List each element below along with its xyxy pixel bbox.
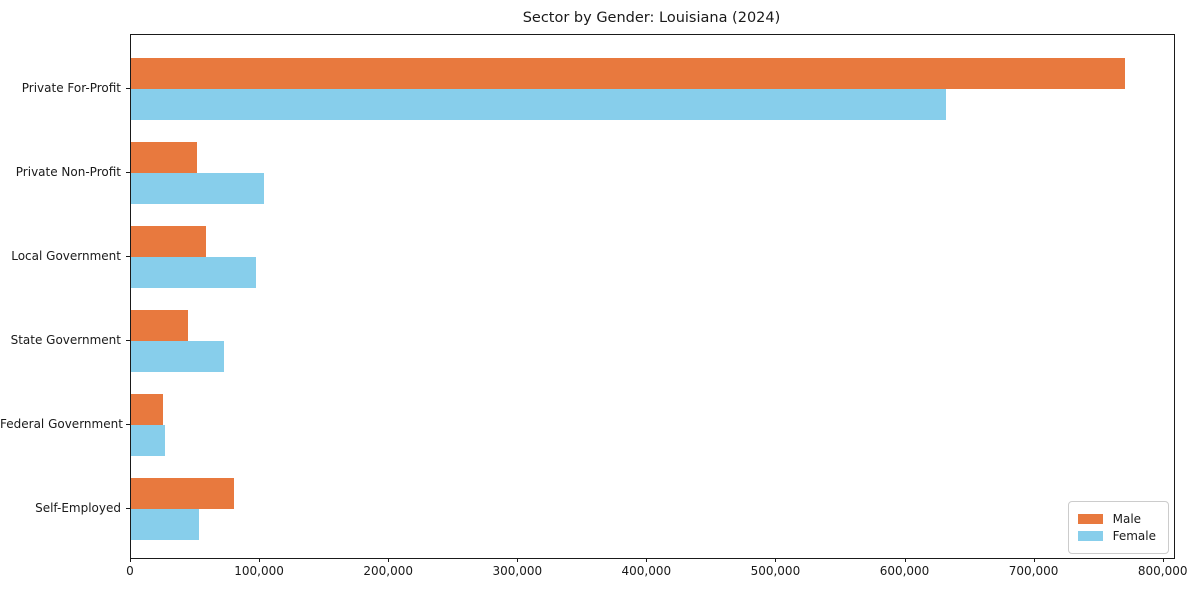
xtick-label: 200,000 xyxy=(363,564,413,578)
xtick-label: 700,000 xyxy=(1008,564,1059,578)
bar-male-5 xyxy=(131,394,164,425)
bar-female-4 xyxy=(131,341,224,372)
female-series-swatch xyxy=(1077,531,1103,541)
bar-female-2 xyxy=(131,173,264,204)
xtick-label: 300,000 xyxy=(492,564,543,578)
ytick-mark xyxy=(126,256,131,257)
chart-title: Sector by Gender: Louisiana (2024) xyxy=(522,10,781,26)
bar-male-1 xyxy=(131,58,1125,89)
plot-area: Male Female xyxy=(130,34,1175,559)
ytick-mark xyxy=(126,88,131,89)
ytick-mark xyxy=(126,172,131,173)
ytick-label: Private Non-Profit xyxy=(15,165,121,179)
xtick-mark xyxy=(388,558,390,562)
bar-female-3 xyxy=(131,257,257,288)
bar-male-4 xyxy=(131,310,188,341)
xtick-mark xyxy=(130,558,131,562)
ytick-label: Private For-Profit xyxy=(21,81,121,95)
ytick-mark xyxy=(126,508,131,509)
xtick-mark xyxy=(1033,558,1035,562)
bar-male-6 xyxy=(131,478,235,509)
legend-label-female: Female xyxy=(1112,529,1156,543)
ytick-label: Federal Government xyxy=(0,417,123,431)
ytick-mark xyxy=(126,424,131,425)
ytick-label: Local Government xyxy=(11,249,121,263)
bar-female-1 xyxy=(131,89,946,120)
xtick-label: 500,000 xyxy=(750,564,801,578)
bar-female-6 xyxy=(131,509,200,540)
xtick-label: 600,000 xyxy=(879,564,930,578)
xtick-label: 400,000 xyxy=(621,564,672,578)
xtick-mark xyxy=(259,558,261,562)
legend: Male Female xyxy=(1067,501,1169,554)
xtick-label: 100,000 xyxy=(234,564,284,578)
xtick-mark xyxy=(1162,558,1164,562)
ytick-label: State Government xyxy=(10,333,121,347)
xtick-mark xyxy=(517,558,519,562)
legend-label-male: Male xyxy=(1112,512,1142,526)
xtick-label: 0 xyxy=(126,564,134,578)
legend-entry-female: Female xyxy=(1077,529,1156,543)
bar-male-2 xyxy=(131,142,197,173)
xtick-label: 800,000 xyxy=(1137,564,1188,578)
ytick-label: Self-Employed xyxy=(35,501,121,515)
bar-female-5 xyxy=(131,425,165,456)
male-series-swatch xyxy=(1077,514,1103,524)
legend-entry-male: Male xyxy=(1077,512,1156,526)
bar-male-3 xyxy=(131,226,206,257)
xtick-mark xyxy=(904,558,906,562)
xtick-mark xyxy=(646,558,648,562)
ytick-mark xyxy=(126,340,131,341)
xtick-mark xyxy=(775,558,777,562)
